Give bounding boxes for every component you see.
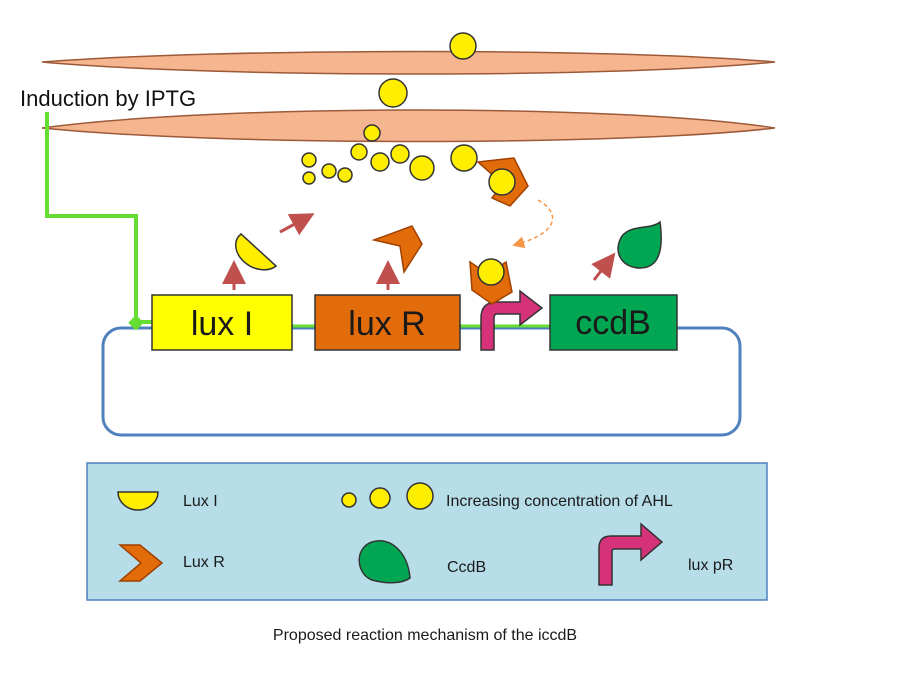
gene-luxr-label: lux R (348, 305, 425, 343)
legend-panel: Lux I Increasing concentration of AHL Lu… (86, 462, 768, 601)
gene-luxr-box (314, 294, 461, 351)
legend-ahl-label: Increasing concentration of AHL (446, 493, 673, 510)
induction-label: Induction by IPTG (20, 86, 196, 111)
ahl-molecule-in-membrane (378, 78, 408, 108)
gene-ccdb-box (549, 294, 678, 351)
ahl-molecule (370, 152, 390, 172)
membrane-outer-layer (41, 50, 776, 75)
expression-arrows (222, 213, 616, 290)
legend-ahl-medium-icon (369, 487, 391, 509)
ahl-molecule (409, 155, 435, 181)
arrow-luxi-to-ahl (279, 213, 315, 236)
luxi-half-circle-icon (234, 233, 278, 271)
ahl-molecule (363, 124, 381, 142)
gene-luxr: lux R (314, 294, 461, 351)
luxr-ahl-complex-bound (469, 258, 513, 305)
arrow-ccdb-expression (591, 252, 616, 281)
legend-ahl-large-icon (406, 482, 434, 510)
gene-ccdb-label: ccdB (575, 304, 651, 342)
ahl-molecule (477, 258, 505, 286)
ahl-molecule-outside (449, 32, 477, 60)
figure-caption: Proposed reaction mechanism of the iccdB (273, 627, 577, 644)
legend-lux-pr-arrow-icon (598, 522, 664, 586)
legend-ahl-small-icon (341, 492, 357, 508)
legend-luxr-label: Lux R (183, 554, 225, 571)
ahl-molecule (488, 168, 516, 196)
lux-pr-promoter-arrow-icon (480, 289, 544, 351)
ahl-molecule (350, 143, 368, 161)
membrane-inner-layer (41, 109, 776, 143)
legend-ccdb-label: CcdB (447, 559, 486, 576)
iptg-induction-line (45, 112, 152, 324)
gene-ccdb: ccdB (549, 294, 678, 351)
legend-lux-pr-label: lux pR (688, 557, 733, 574)
legend-luxi-half-circle-icon (117, 491, 159, 511)
legend-luxi-label: Lux I (183, 493, 218, 510)
ahl-molecule (301, 152, 317, 168)
ahl-molecule (321, 163, 337, 179)
ahl-molecule (390, 144, 410, 164)
gene-luxi-box (151, 294, 293, 351)
gene-luxi: lux I (151, 294, 293, 351)
luxr-ahl-complex-upper (476, 157, 529, 207)
cell-membrane (41, 50, 776, 143)
legend-ccdb-drop-icon (358, 540, 411, 584)
ahl-cluster (301, 124, 478, 185)
gene-luxi-label: lux I (191, 305, 253, 343)
ahl-molecule (450, 144, 478, 172)
luxr-chevron-icon (371, 225, 423, 275)
ccdb-drop-icon (617, 220, 662, 269)
dashed-flow-arrow (512, 199, 554, 249)
legend-luxr-chevron-icon (117, 544, 164, 582)
ahl-molecule (337, 167, 353, 183)
ahl-molecule (302, 171, 316, 185)
iptg-node (128, 314, 144, 331)
legend-background (86, 462, 768, 601)
